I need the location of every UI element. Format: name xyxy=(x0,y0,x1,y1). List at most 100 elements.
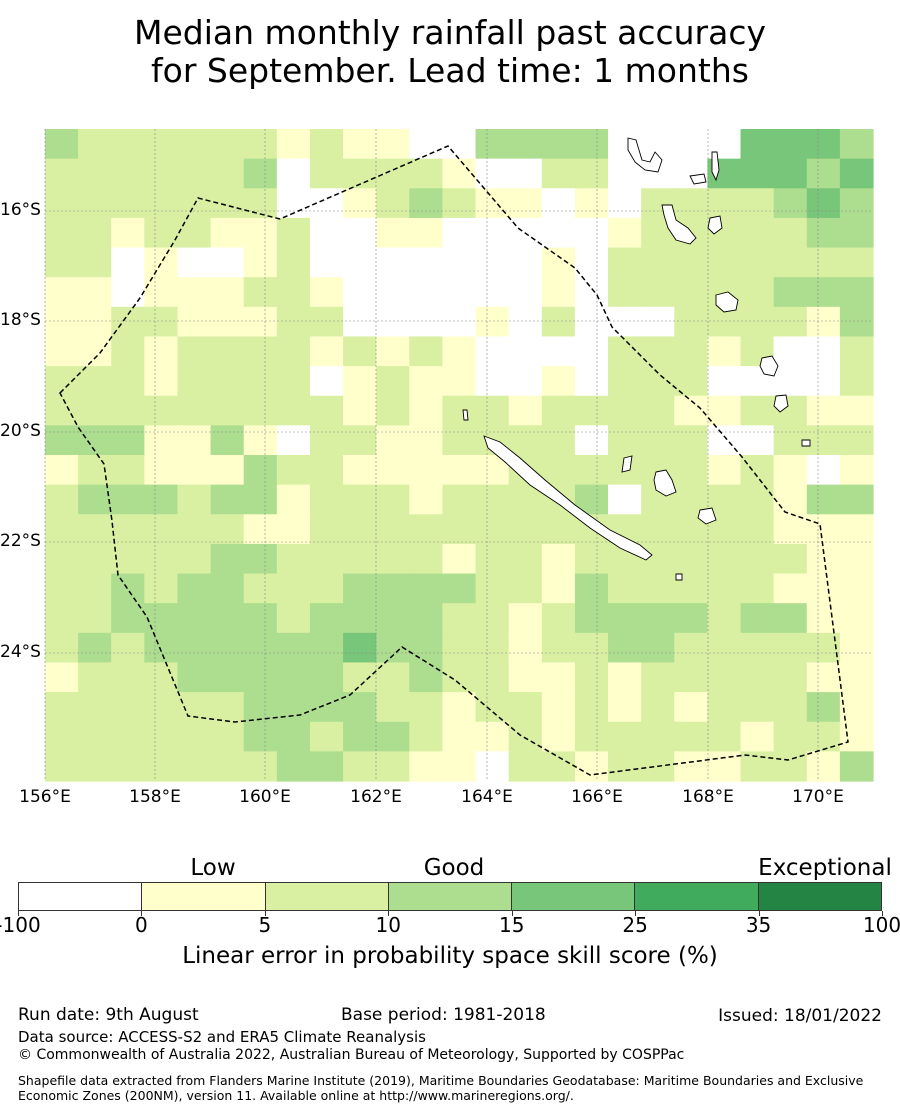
grid-cell xyxy=(773,158,808,189)
colorbar-tick-label: -100 xyxy=(0,913,41,937)
grid-cell xyxy=(78,188,112,219)
grid-cell xyxy=(276,336,311,367)
grid-cell xyxy=(276,573,311,604)
grid-cell xyxy=(806,247,841,278)
grid-cell xyxy=(243,514,278,545)
grid-cell xyxy=(376,751,410,782)
grid-cell xyxy=(541,188,576,219)
grid-cell xyxy=(144,455,179,486)
grid-cell xyxy=(608,484,642,515)
grid-cell xyxy=(773,336,808,367)
grid-cell xyxy=(309,336,344,367)
grid-cell xyxy=(243,692,278,723)
grid-cell xyxy=(574,277,609,308)
grid-cell xyxy=(409,366,444,397)
grid-cell xyxy=(144,632,179,664)
grid-cell xyxy=(111,247,145,278)
grid-cell xyxy=(243,632,278,664)
latitude-label: 20°S xyxy=(0,421,41,441)
grid-cell xyxy=(376,129,410,160)
grid-cell xyxy=(442,188,477,219)
grid-cell xyxy=(343,455,377,486)
grid-cell xyxy=(78,395,112,426)
grid-cell xyxy=(674,455,708,486)
grid-cell xyxy=(210,129,245,160)
grid-cell xyxy=(276,129,311,160)
grid-cell xyxy=(806,188,841,219)
grid-cell xyxy=(773,573,808,604)
grid-cell xyxy=(508,425,543,456)
grid-cell xyxy=(574,455,609,486)
grid-cell xyxy=(78,158,112,189)
grid-cell xyxy=(144,484,179,515)
grid-cell xyxy=(343,484,377,515)
grid-cell xyxy=(740,217,775,249)
category-good: Good xyxy=(423,855,485,881)
grid-cell xyxy=(409,543,444,575)
grid-cell xyxy=(574,603,609,634)
title-line-2: for September. Lead time: 1 months xyxy=(151,51,749,90)
grid-cell xyxy=(740,455,775,486)
colorbar-segment xyxy=(19,883,143,910)
grid-cell xyxy=(78,129,112,160)
grid-cell xyxy=(276,662,311,693)
grid-cell xyxy=(210,366,245,397)
grid-cell xyxy=(45,336,79,367)
grid-cell xyxy=(177,514,212,545)
grid-cell xyxy=(707,751,742,782)
grid-cell xyxy=(376,306,410,338)
grid-cell xyxy=(409,692,444,723)
grid-cell xyxy=(839,366,874,397)
colorbar-segment xyxy=(635,883,759,910)
grid-cell xyxy=(144,336,179,367)
grid-cell xyxy=(740,306,775,338)
grid-cell xyxy=(177,603,212,634)
grid-cell xyxy=(343,425,377,456)
grid-cell xyxy=(343,188,377,219)
grid-cell xyxy=(508,247,543,278)
colorbar-tick-label: 15 xyxy=(498,913,525,937)
grid-cell xyxy=(111,632,145,664)
grid-cell xyxy=(773,721,808,752)
grid-cell xyxy=(674,632,708,664)
grid-cell xyxy=(111,514,145,545)
grid-cell xyxy=(475,721,510,752)
island-matthew xyxy=(801,439,811,447)
island-vanuatu-tanna xyxy=(759,355,779,377)
grid-cell xyxy=(773,662,808,693)
grid-cell xyxy=(442,484,477,515)
grid-cell xyxy=(839,306,874,338)
grid-cell xyxy=(641,425,675,456)
grid-cell xyxy=(343,603,377,634)
grid-cell xyxy=(475,484,510,515)
longitude-label: 166°E xyxy=(571,787,623,807)
grid-cell xyxy=(773,306,808,338)
grid-cell xyxy=(78,455,112,486)
grid-cell xyxy=(409,336,444,367)
grid-cell xyxy=(839,514,874,545)
grid-cell xyxy=(541,366,576,397)
grid-cell xyxy=(111,277,145,308)
grid-cell xyxy=(740,188,775,219)
base-period: Base period: 1981-2018 xyxy=(341,1005,546,1025)
grid-cell xyxy=(210,543,245,575)
grid-cell xyxy=(111,455,145,486)
grid-cell xyxy=(806,721,841,752)
grid-cell xyxy=(276,721,311,752)
grid-cell xyxy=(740,277,775,308)
grid-cell xyxy=(508,129,543,160)
grid-cell xyxy=(608,425,642,456)
grid-cell xyxy=(409,395,444,426)
grid-cell xyxy=(243,484,278,515)
grid-cell xyxy=(541,217,576,249)
grid-cell xyxy=(541,662,576,693)
grid-cell xyxy=(773,277,808,308)
grid-cell xyxy=(210,514,245,545)
grid-cell xyxy=(608,692,642,723)
grid-cell xyxy=(475,692,510,723)
grid-cell xyxy=(773,632,808,664)
grid-cell xyxy=(210,662,245,693)
grid-cell xyxy=(343,277,377,308)
grid-cell xyxy=(442,217,477,249)
grid-cell xyxy=(276,751,311,782)
